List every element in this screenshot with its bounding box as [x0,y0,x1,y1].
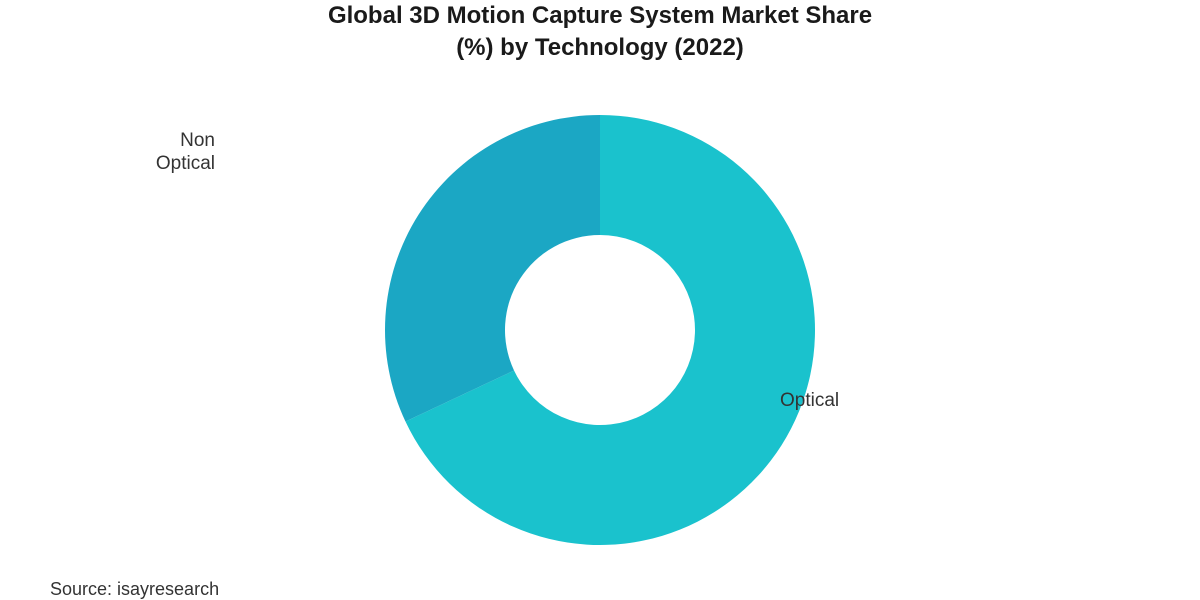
donut-svg [350,80,850,580]
chart-title: Global 3D Motion Capture System Market S… [0,0,1200,65]
chart-title-line1: Global 3D Motion Capture System Market S… [0,0,1200,32]
slice-label-optical: Optical [780,390,839,413]
slice-label-non-optical: Non Optical [156,130,215,176]
donut-chart [350,80,850,580]
chart-title-line2: (%) by Technology (2022) [0,32,1200,64]
source-text: Source: isayresearch [50,579,219,600]
donut-slice-non-optical [385,115,600,422]
